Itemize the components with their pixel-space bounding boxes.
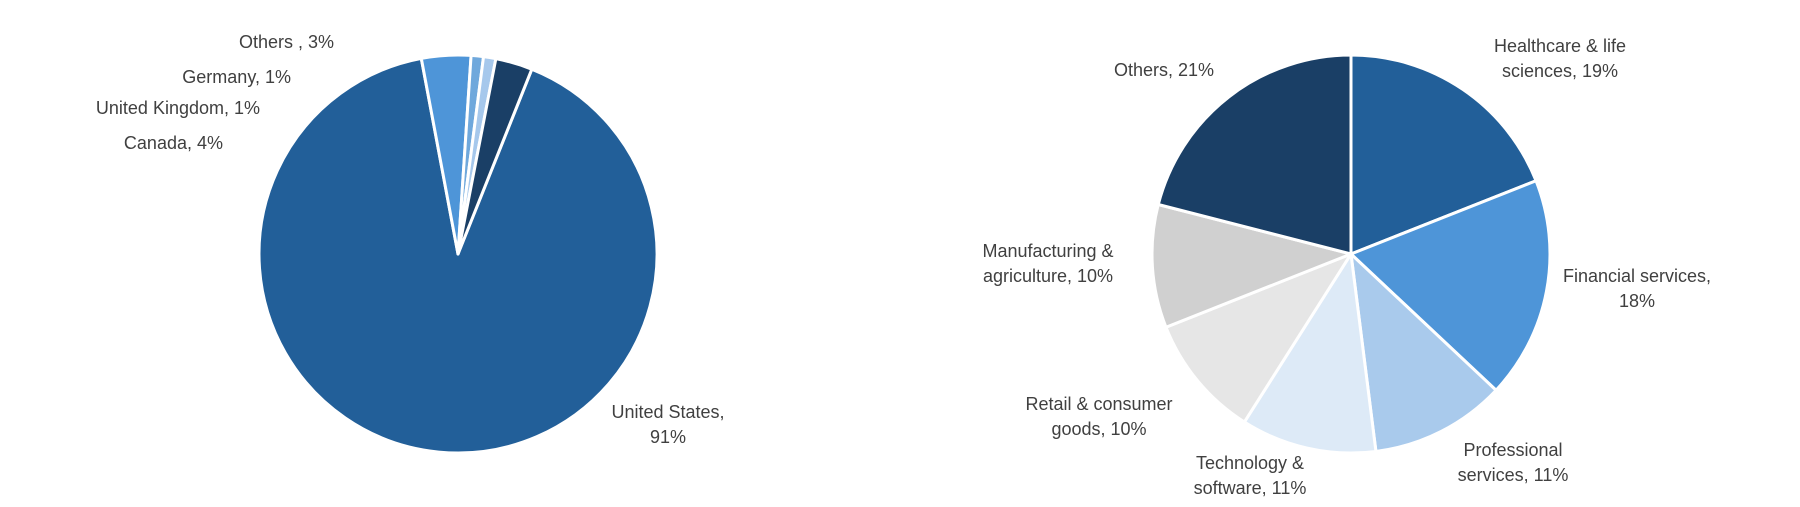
pie-slice-technology-software	[1242, 252, 1378, 455]
slice-label-technology-software: Technology & software, 11%	[1194, 453, 1307, 498]
slice-label-financial-services: Financial services, 18%	[1563, 266, 1711, 311]
pie-slice-financial-services	[1349, 179, 1552, 392]
slice-label-professional-services: Professional services, 11%	[1458, 440, 1569, 485]
pie-slice-professional-services	[1349, 252, 1498, 453]
pie-slice-retail-consumer-goods	[1164, 252, 1353, 424]
pie-slice-healthcare-life-sciences	[1349, 53, 1538, 256]
slice-label-others: Others , 3%	[239, 32, 334, 52]
slice-label-others: Others, 21%	[1114, 60, 1214, 80]
slice-label-germany: Germany, 1%	[182, 67, 291, 87]
slice-label-united-states: United States, 91%	[611, 402, 724, 447]
pie-chart-by-country: United States, 91% Canada, 4% United Kingdo…	[96, 32, 725, 455]
pie-slice-others	[1156, 53, 1353, 256]
pie-chart-by-industry: Healthcare & life sciences, 19% Financial …	[982, 36, 1711, 498]
slice-label-united-kingdom: United Kingdom, 1%	[96, 98, 260, 118]
slice-label-retail-consumer-goods: Retail & consumer goods, 10%	[1025, 394, 1172, 439]
slice-label-healthcare-life-sciences: Healthcare & life sciences, 19%	[1494, 36, 1626, 81]
slice-label-manufacturing-agriculture: Manufacturing & agriculture, 10%	[982, 241, 1113, 286]
slice-label-canada: Canada, 4%	[124, 133, 223, 153]
pie-slice-others	[456, 57, 534, 256]
pie-slice-united-states	[257, 56, 659, 455]
pie-slice-manufacturing-agriculture	[1150, 203, 1353, 329]
